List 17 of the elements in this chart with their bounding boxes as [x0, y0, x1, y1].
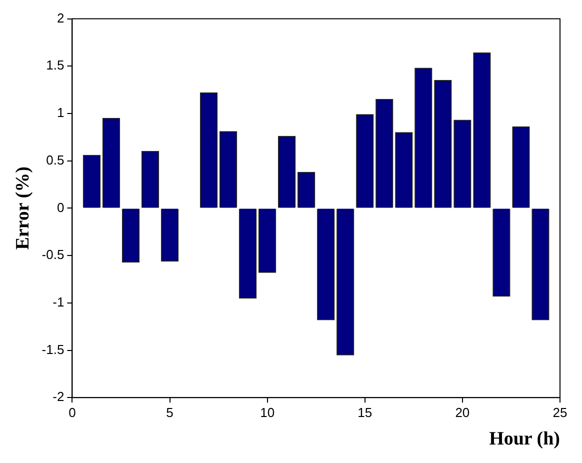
y-tick-label: 1 [56, 105, 64, 120]
x-tick-label: 5 [166, 404, 174, 420]
y-tick-label: -0.5 [42, 247, 64, 262]
x-tick-label: 10 [260, 404, 275, 420]
x-tick-label: 25 [552, 404, 568, 420]
y-tick-label: 0.5 [46, 152, 64, 168]
y-tick-label: 2 [56, 10, 64, 26]
x-tick-label: 20 [455, 404, 470, 420]
x-axis-title: Hour (h) [489, 428, 560, 450]
x-tick-label: 0 [68, 404, 76, 420]
y-axis-title: Error (%) [12, 166, 34, 250]
y-tick-label: 0 [56, 200, 64, 215]
y-tick-label: -1.5 [42, 342, 64, 357]
x-tick-label: 15 [358, 404, 372, 420]
y-tick-label: 1.5 [46, 58, 64, 73]
y-tick-label: -2 [52, 389, 64, 404]
y-tick-label: -1 [52, 294, 64, 310]
